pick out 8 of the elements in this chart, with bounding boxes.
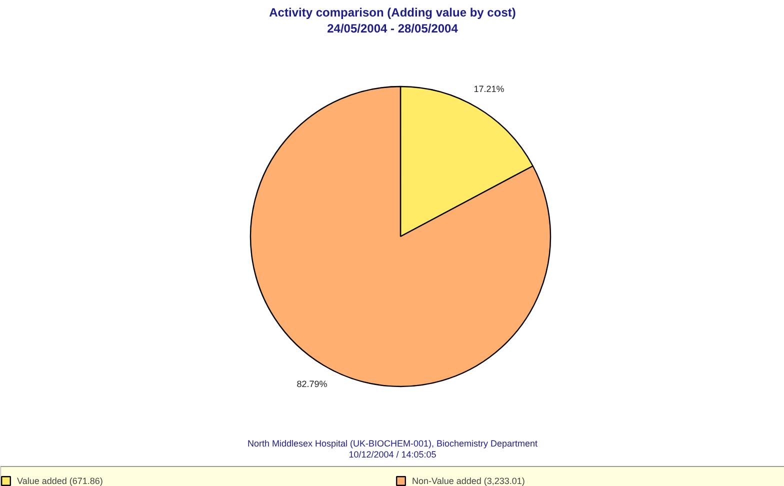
data-label: 82.79%	[296, 378, 328, 389]
chart-subtitle: 24/05/2004 - 28/05/2004	[327, 22, 458, 36]
legend-label: Value added (671.86)	[17, 476, 103, 486]
text: 10/12/2004 / 14:05:05	[348, 450, 436, 460]
legend-label: Non-Value added (3,233.01)	[412, 476, 525, 486]
data-label: 17.21%	[474, 84, 504, 94]
text: North Middlesex Hospital (UK-BIOCHEM-001), Biochemistry Department	[247, 438, 538, 448]
chart-title: Activity comparison (Adding value by cost)	[269, 6, 516, 20]
